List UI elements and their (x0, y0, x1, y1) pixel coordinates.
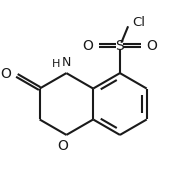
Text: O: O (57, 139, 68, 153)
Text: O: O (1, 67, 12, 81)
Text: Cl: Cl (132, 16, 145, 29)
Text: N: N (62, 56, 71, 69)
Text: O: O (146, 39, 157, 53)
Text: O: O (83, 39, 93, 53)
Text: S: S (116, 39, 124, 53)
Text: H: H (52, 59, 60, 69)
